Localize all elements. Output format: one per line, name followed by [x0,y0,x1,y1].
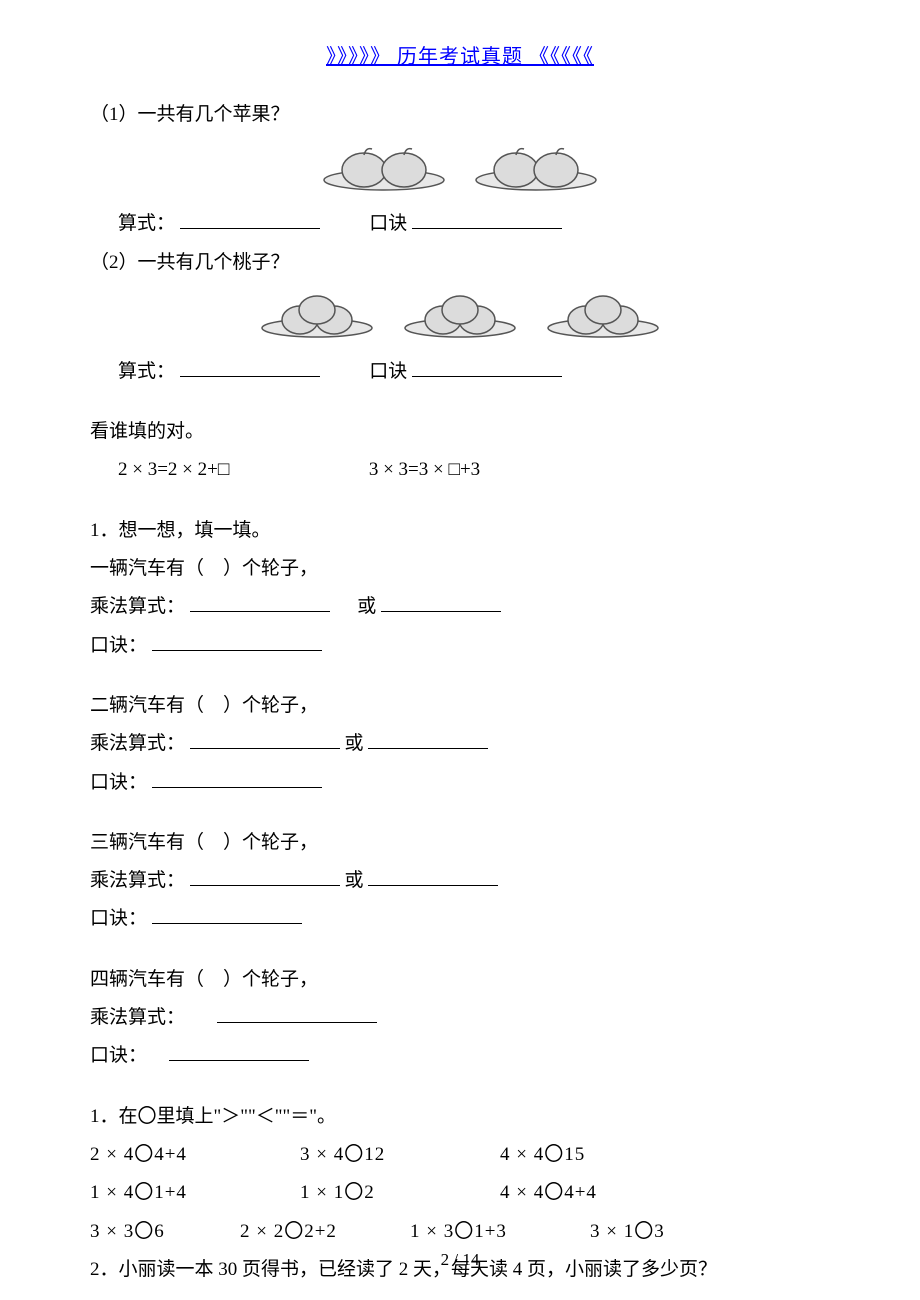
compare-cell: 4 × 4〇15 [500,1139,585,1171]
blank-input[interactable] [152,770,322,788]
apple-image-row [90,137,830,198]
car1-line: 一辆汽车有（ ）个轮子， [90,553,830,585]
blank-input[interactable] [190,868,340,886]
q1-answer-line: 算式： 口诀 [90,208,830,240]
apple-plate-icon [314,137,454,198]
compare-cell: 1 × 4〇1+4 [90,1177,300,1209]
fillcheck-a: 2 × 3=2 × 2+□ [118,459,229,480]
blank-input[interactable] [190,731,340,749]
or-label: 或 [345,733,364,754]
or-label: 或 [345,870,364,891]
blank-input[interactable] [190,594,330,612]
compare-cell: 3 × 3〇6 [90,1216,240,1248]
blank-input[interactable] [180,359,320,377]
peach-plate-icon [538,285,668,346]
blank-input[interactable] [217,1005,377,1023]
car3-koujue: 口诀： [90,903,830,935]
or-label: 或 [357,596,376,617]
blank-input[interactable] [180,211,320,229]
koujue-label: 口诀 [369,361,407,382]
mul-label: 乘法算式： [90,596,185,617]
car1-koujue: 口诀： [90,630,830,662]
compare-row-2: 1 × 4〇1+4 1 × 1〇2 4 × 4〇4+4 [90,1177,830,1209]
koujue-label: 口诀： [90,1045,147,1066]
blank-input[interactable] [412,211,562,229]
peach-plate-icon [252,285,382,346]
mul-label: 乘法算式： [90,1007,185,1028]
compare-cell: 1 × 3〇1+3 [410,1216,590,1248]
compare-title: 1．在〇里填上"＞""＜""＝"。 [90,1101,830,1133]
compare-row-1: 2 × 4〇4+4 3 × 4〇12 4 × 4〇15 [90,1139,830,1171]
car2-line: 二辆汽车有（ ）个轮子， [90,690,830,722]
blank-input[interactable] [152,906,302,924]
compare-cell: 3 × 1〇3 [590,1216,665,1248]
blank-input[interactable] [152,633,322,651]
page-footer: 2 / 14 [0,1250,920,1270]
blank-input[interactable] [169,1043,309,1061]
q1-title: （1）一共有几个苹果？ [90,99,830,131]
fillcheck-row: 2 × 3=2 × 2+□ 3 × 3=3 × □+3 [90,454,830,486]
compare-cell: 1 × 1〇2 [300,1177,500,1209]
car4-mul: 乘法算式： [90,1002,830,1034]
car3-line: 三辆汽车有（ ）个轮子， [90,827,830,859]
header-link[interactable]: 》》》》》 历年考试真题 《《《《《 [90,40,830,69]
mul-label: 乘法算式： [90,733,185,754]
mul-label: 乘法算式： [90,870,185,891]
q2-answer-line: 算式： 口诀 [90,356,830,388]
think-title: 1．想一想，填一填。 [90,515,830,547]
compare-row-3: 3 × 3〇6 2 × 2〇2+2 1 × 3〇1+3 3 × 1〇3 [90,1216,830,1248]
koujue-label: 口诀： [90,635,147,656]
blank-input[interactable] [368,868,498,886]
car2-mul: 乘法算式： 或 [90,728,830,760]
car2-koujue: 口诀： [90,767,830,799]
compare-cell: 3 × 4〇12 [300,1139,500,1171]
blank-input[interactable] [381,594,501,612]
fillcheck-b: 3 × 3=3 × □+3 [369,459,480,480]
koujue-label: 口诀： [90,772,147,793]
compare-cell: 2 × 4〇4+4 [90,1139,300,1171]
compare-cell: 4 × 4〇4+4 [500,1177,597,1209]
q2-title: （2）一共有几个桃子？ [90,247,830,279]
blank-input[interactable] [412,359,562,377]
peach-plate-icon [395,285,525,346]
suanshi-label: 算式： [118,213,175,234]
koujue-label: 口诀： [90,908,147,929]
car1-mul: 乘法算式： 或 [90,591,830,623]
fillcheck-title: 看谁填的对。 [90,416,830,448]
apple-plate-icon [466,137,606,198]
koujue-label: 口诀 [369,213,407,234]
car4-line: 四辆汽车有（ ）个轮子， [90,964,830,996]
peach-image-row [90,285,830,346]
suanshi-label: 算式： [118,361,175,382]
blank-input[interactable] [368,731,488,749]
car3-mul: 乘法算式： 或 [90,865,830,897]
car4-koujue: 口诀： [90,1040,830,1072]
compare-cell: 2 × 2〇2+2 [240,1216,410,1248]
